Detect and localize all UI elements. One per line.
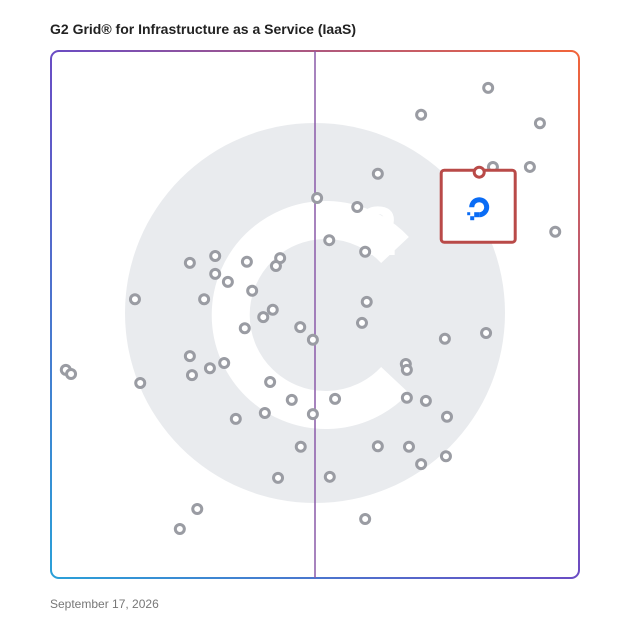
- highlight-logo: [467, 197, 490, 221]
- logo-square: [474, 212, 480, 218]
- product-dot: [359, 512, 372, 525]
- product-dot: [209, 267, 222, 280]
- product-dot: [209, 250, 222, 263]
- product-dot: [229, 412, 242, 425]
- product-dot: [285, 393, 298, 406]
- product-dot: [65, 368, 78, 381]
- product-dot: [482, 81, 495, 94]
- product-dot: [400, 363, 413, 376]
- product-dot: [294, 440, 307, 453]
- highlight-box: [439, 168, 517, 244]
- product-dot: [221, 275, 234, 288]
- product-dot: [419, 394, 432, 407]
- logo-square: [467, 212, 471, 216]
- product-dot: [240, 255, 253, 268]
- product-dot: [311, 192, 324, 205]
- product-dot: [173, 522, 186, 535]
- product-dot: [191, 502, 204, 515]
- product-dot: [183, 256, 196, 269]
- highlight-dot: [472, 165, 486, 179]
- product-dot: [438, 332, 451, 345]
- product-dot: [185, 369, 198, 382]
- product-dot: [351, 200, 364, 213]
- product-dot: [480, 326, 493, 339]
- product-dot: [415, 458, 428, 471]
- product-dot: [203, 362, 216, 375]
- product-dot: [355, 316, 368, 329]
- product-dot: [306, 333, 319, 346]
- product-dot: [238, 322, 251, 335]
- product-dot: [323, 470, 336, 483]
- product-dot: [269, 260, 282, 273]
- product-dot: [306, 408, 319, 421]
- product-dot: [323, 234, 336, 247]
- product-dot: [400, 391, 413, 404]
- product-dot: [371, 167, 384, 180]
- product-dot: [183, 350, 196, 363]
- product-dot: [359, 245, 372, 258]
- product-dot: [294, 321, 307, 334]
- product-dot: [258, 407, 271, 420]
- product-dot: [218, 356, 231, 369]
- product-dot: [360, 295, 373, 308]
- product-dot: [257, 311, 270, 324]
- product-dot: [415, 108, 428, 121]
- plot: [51, 51, 579, 578]
- product-dot: [402, 440, 415, 453]
- product-dot: [246, 284, 259, 297]
- product-dot: [441, 410, 453, 423]
- product-dot: [523, 160, 536, 173]
- product-dot: [266, 303, 279, 316]
- product-dot: [134, 377, 147, 390]
- logo-square: [470, 216, 475, 221]
- date: September 17, 2026: [50, 597, 159, 611]
- product-dot: [329, 392, 342, 405]
- product-dot: [439, 450, 452, 463]
- product-dot: [371, 440, 384, 453]
- product-dot: [198, 293, 211, 306]
- product-dot: [264, 375, 277, 388]
- product-dot: [549, 225, 562, 238]
- product-dot: [128, 293, 141, 306]
- product-dot: [272, 471, 285, 484]
- logo-ring: [469, 197, 490, 218]
- chart-title: G2 Grid® for Infrastructure as a Service…: [50, 21, 356, 37]
- svg-text:2: 2: [359, 192, 398, 270]
- product-dot: [533, 117, 546, 130]
